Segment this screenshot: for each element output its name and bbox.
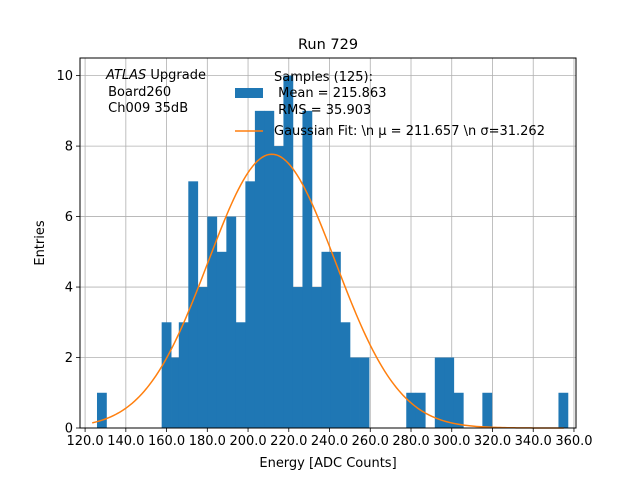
x-tick-label: 220.0 — [270, 434, 307, 449]
histogram-bar — [188, 181, 199, 428]
histogram-bar — [197, 287, 208, 428]
histogram-bar — [302, 110, 313, 428]
histogram-bar — [96, 392, 107, 428]
histogram-bar — [254, 110, 265, 428]
chart-title: Run 729 — [298, 37, 358, 53]
y-tick-label: 2 — [65, 351, 73, 366]
x-tick-label: 180.0 — [189, 434, 226, 449]
annotation-line-2: Board260 — [104, 85, 171, 100]
histogram-bar — [207, 216, 218, 428]
y-tick-label: 8 — [65, 140, 73, 155]
histogram-bar — [311, 287, 322, 428]
legend-fit-label: Gaussian Fit: \n μ = 211.657 \n σ=31.262 — [274, 124, 545, 139]
x-tick-label: 340.0 — [515, 434, 552, 449]
legend-samples-mean: Mean = 215.863 — [274, 86, 386, 101]
atlas-annotation: ATLAS Upgrade Board260 Ch009 35dB — [104, 68, 206, 116]
histogram-bar — [482, 392, 493, 428]
histogram-bar — [216, 251, 227, 428]
histogram-bar — [434, 357, 445, 428]
histogram-bar — [453, 392, 464, 428]
y-axis-ticks: 0 2 4 6 8 10 — [56, 69, 80, 437]
x-axis-ticks: 120.0 140.0 160.0 180.0 200.0 220.0 240.0 260.0… — [66, 428, 593, 449]
gaussian-fit-curve — [92, 153, 564, 429]
annotation-line-1: ATLAS Upgrade — [105, 68, 206, 83]
y-axis-label: Entries — [33, 220, 48, 266]
x-tick-label: 200.0 — [229, 434, 266, 449]
legend-histogram-swatch — [235, 88, 263, 98]
x-tick-label: 280.0 — [392, 434, 429, 449]
histogram-bar — [161, 322, 172, 428]
x-axis-label: Energy [ADC Counts] — [259, 456, 396, 471]
legend: Samples (125): Mean = 215.863 RMS = 35.9… — [235, 70, 545, 139]
histogram-bar — [264, 110, 275, 428]
histogram-bar — [171, 357, 181, 428]
histogram-bar — [273, 146, 284, 428]
x-tick-label: 300.0 — [433, 434, 470, 449]
gaussian-fit-line — [92, 153, 564, 429]
x-tick-label: 360.0 — [555, 434, 592, 449]
x-tick-label: 120.0 — [66, 434, 103, 449]
x-tick-label: 160.0 — [148, 434, 185, 449]
histogram-bar — [283, 75, 294, 428]
histogram-bar — [292, 287, 303, 428]
x-tick-label: 240.0 — [311, 434, 348, 449]
histogram-bar — [350, 357, 360, 428]
y-tick-label: 6 — [65, 210, 73, 225]
histogram-bar — [226, 216, 237, 428]
histogram-bar — [359, 357, 370, 428]
histogram-bar — [558, 392, 569, 428]
histogram-bar — [340, 322, 351, 428]
histogram-bar — [245, 181, 256, 428]
histogram-bar — [235, 322, 246, 428]
legend-samples-line-1: Samples (125): — [274, 70, 373, 85]
x-tick-label: 140.0 — [107, 434, 144, 449]
legend-samples-rms: RMS = 35.903 — [274, 103, 371, 118]
x-tick-label: 320.0 — [474, 434, 511, 449]
annotation-line-3: Ch009 35dB — [104, 101, 188, 116]
histogram-bar — [444, 357, 455, 428]
histogram-bar — [406, 392, 417, 428]
y-tick-label: 4 — [65, 281, 73, 296]
annotation-upgrade: Upgrade — [146, 68, 206, 83]
y-tick-label: 10 — [56, 69, 73, 84]
histogram-bar — [330, 251, 341, 428]
annotation-atlas: ATLAS — [105, 68, 146, 83]
histogram-bar — [321, 251, 332, 428]
histogram-bar — [178, 322, 189, 428]
histogram-bars — [96, 75, 569, 428]
y-tick-label: 0 — [65, 422, 73, 437]
axes-frame — [79, 57, 577, 429]
x-tick-label: 260.0 — [352, 434, 389, 449]
